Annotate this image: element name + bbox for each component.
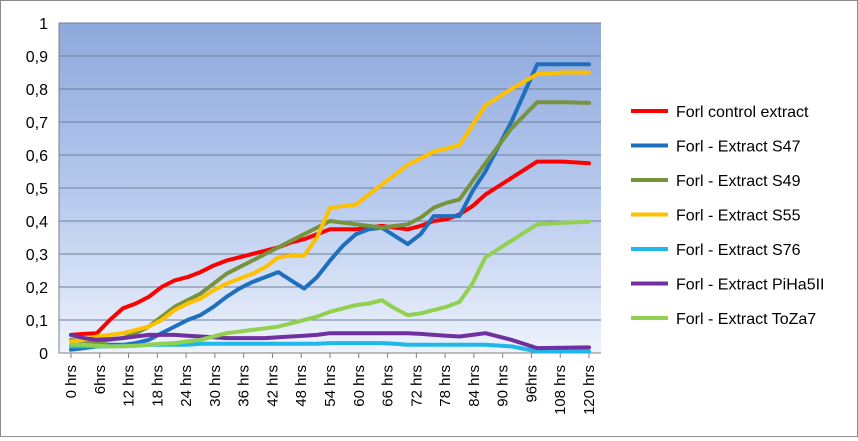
- x-tick-label: 48 hrs: [293, 365, 310, 407]
- x-tick-label: 120 hrs: [581, 365, 598, 415]
- x-tick-label: 12 hrs: [121, 365, 138, 407]
- x-tick-label: 72 hrs: [408, 365, 425, 407]
- x-tick-label: 0 hrs: [63, 365, 80, 398]
- y-tick-label: 0,1: [26, 313, 48, 330]
- x-tick-label: 42 hrs: [264, 365, 281, 407]
- series-line-6: [69, 331, 591, 351]
- y-tick-label: 0,8: [26, 82, 48, 99]
- y-tick-label: 0,5: [26, 181, 48, 198]
- x-tick-label: 108 hrs: [552, 365, 569, 415]
- x-tick-label: 66 hrs: [380, 365, 397, 407]
- x-tick-label: 24 hrs: [178, 365, 195, 407]
- legend-label: Forl control extract: [676, 104, 809, 121]
- y-tick-label: 0,7: [26, 115, 48, 132]
- x-tick-label: 54 hrs: [322, 365, 339, 407]
- x-tick-label: 96hrs: [523, 365, 540, 403]
- x-tick-label: 18 hrs: [149, 365, 166, 407]
- legend-label: Forl - Extract ToZa7: [676, 311, 816, 328]
- legend-label: Forl - Extract S49: [676, 173, 801, 190]
- series-line-4: [69, 70, 591, 344]
- y-tick-label: 0,2: [26, 280, 48, 297]
- series-line-2: [69, 62, 591, 352]
- x-tick-label: 78 hrs: [437, 365, 454, 407]
- legend-label: Forl - Extract S55: [676, 208, 801, 225]
- legend-label: Forl - Extract S76: [676, 242, 801, 259]
- legend-label: Forl - Extract PiHa5II: [676, 277, 824, 294]
- y-tick-label: 0,3: [26, 247, 48, 264]
- y-axis: 0 0,1 0,2 0,3 0,4 0,5 0,6 0,7 0,8 0,9 1: [26, 16, 60, 363]
- x-tick-label: 90 hrs: [495, 365, 512, 407]
- x-axis: 0 hrs 6hrs 12 hrs 18 hrs 24 hrs 30 hrs 36 hrs 4…: [59, 352, 601, 415]
- x-tick-label: 6hrs: [92, 365, 109, 394]
- x-tick-label: 30 hrs: [207, 365, 224, 407]
- series-line-7: [69, 219, 591, 349]
- y-tick-label: 0: [39, 346, 48, 363]
- series-lines: [69, 62, 591, 354]
- legend: Forl control extract Forl - Extract S47 Fo…: [631, 104, 824, 328]
- x-tick-label: 84 hrs: [466, 365, 483, 407]
- y-tick-label: 0,6: [26, 148, 48, 165]
- y-tick-label: 0,9: [26, 49, 48, 66]
- legend-label: Forl - Extract S47: [676, 139, 801, 156]
- x-tick-label: 36 hrs: [236, 365, 253, 407]
- y-tick-label: 0,4: [26, 214, 48, 231]
- y-tick-label: 1: [39, 16, 48, 33]
- x-tick-label: 60 hrs: [351, 365, 368, 407]
